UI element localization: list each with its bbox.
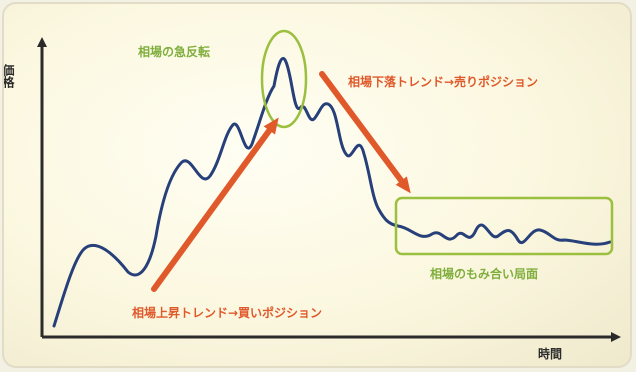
x-axis-label: 時間 xyxy=(538,346,562,361)
range-label: 相場のもみ合い局面 xyxy=(430,266,538,281)
downtrend-arrow xyxy=(319,71,411,194)
price-line xyxy=(52,56,612,328)
diagram-panel: 価格 時間 相場の急反転 相場下落トレンド→売りポジション 相場上昇トレンド→買… xyxy=(2,2,632,368)
reversal-label: 相場の急反転 xyxy=(138,44,210,59)
uptrend-arrow xyxy=(151,117,279,292)
reversal-highlight xyxy=(260,29,308,129)
range-highlight xyxy=(394,196,614,256)
uptrend-label: 相場上昇トレンド→買いポジション xyxy=(132,305,322,320)
y-axis-label: 価格 xyxy=(4,63,15,89)
price-trend-diagram: 価格 時間 相場の急反転 相場下落トレンド→売りポジション 相場上昇トレンド→買… xyxy=(4,29,621,361)
downtrend-label: 相場下落トレンド→売りポジション xyxy=(348,74,538,89)
